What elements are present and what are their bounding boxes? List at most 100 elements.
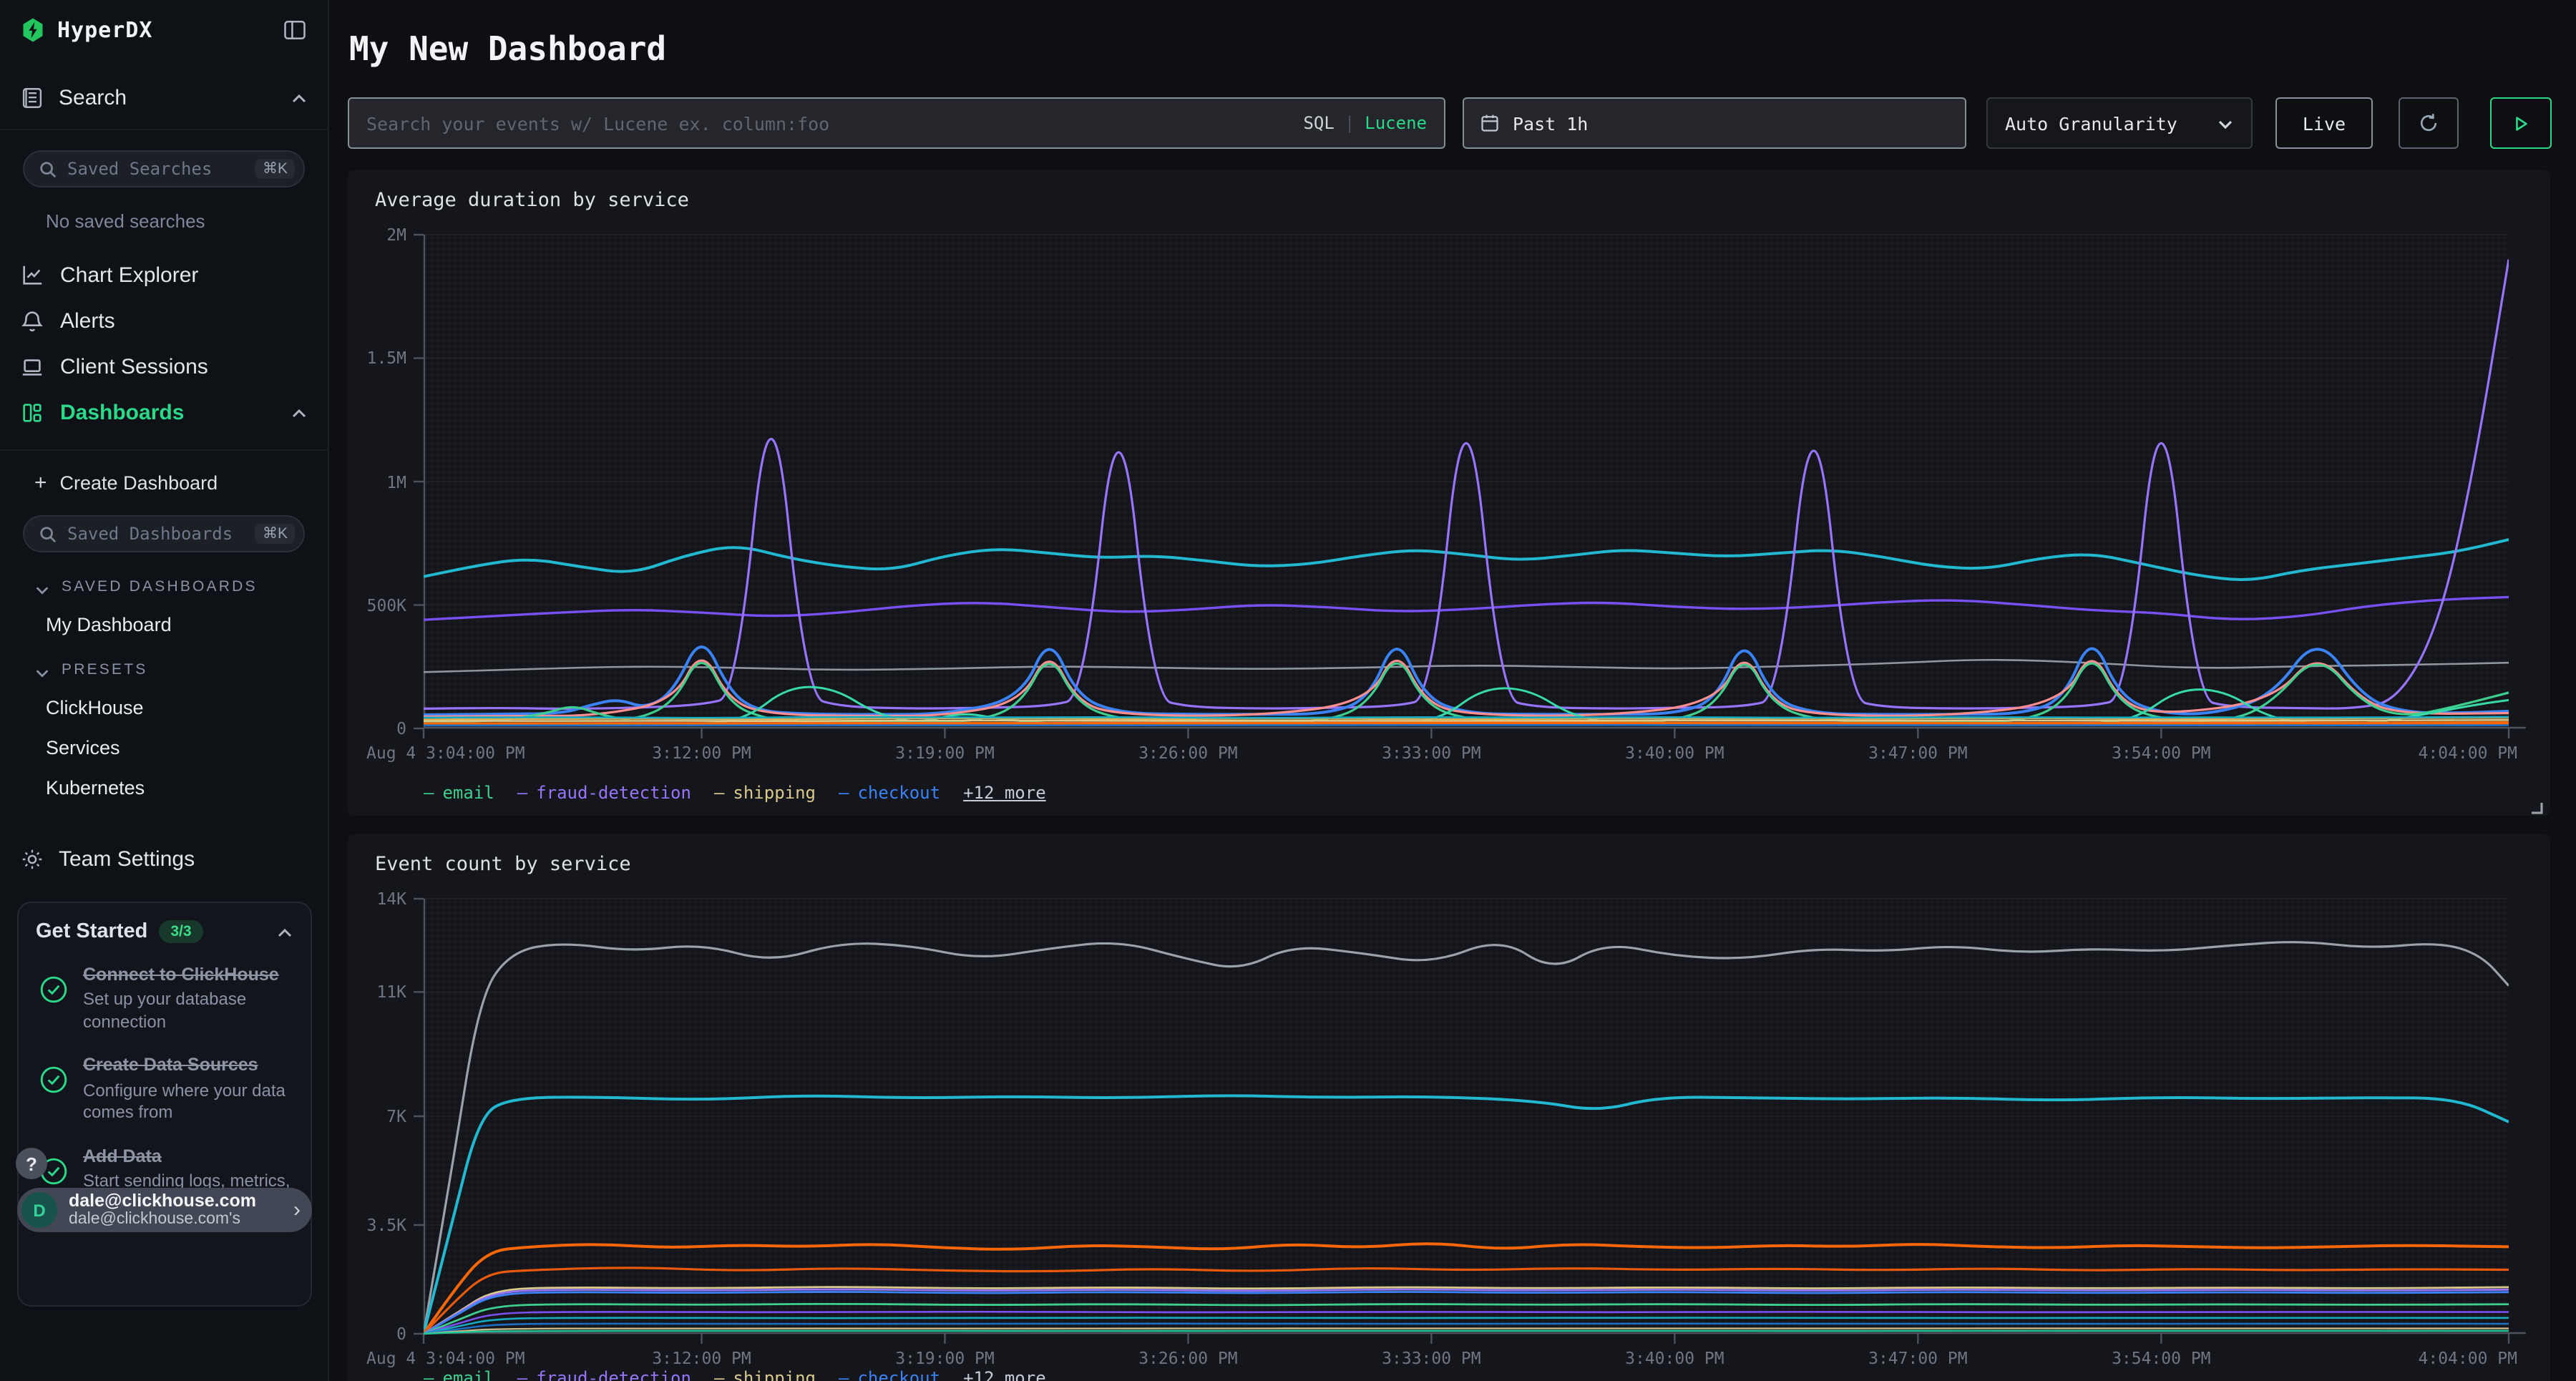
chevron-up-icon[interactable] [276, 923, 293, 940]
chart-plot-area[interactable] [424, 235, 2509, 728]
chevron-down-icon [34, 579, 50, 595]
x-axis-tick-label: 3:19:00 PM [895, 743, 995, 763]
section-label: SAVED DASHBOARDS [62, 578, 258, 595]
series-line-fraud-detection [424, 259, 2509, 710]
laptop-icon [20, 354, 44, 379]
y-axis-tick-label: 11K [376, 982, 406, 1002]
y-axis-tick-label: 14K [376, 889, 406, 909]
lucene-toggle[interactable]: Lucene [1365, 113, 1427, 133]
sidebar-collapse-icon[interactable] [282, 17, 308, 43]
legend-item-shipping: — shipping [714, 783, 816, 803]
chart-explorer-icon [20, 263, 44, 287]
create-dashboard-label: Create Dashboard [59, 472, 218, 494]
chart-canvas [414, 233, 2526, 738]
saved-dashboards-placeholder: Saved Dashboards [67, 524, 233, 544]
hyperdx-logo-icon [20, 17, 46, 43]
sidebar-item-clickhouse[interactable]: ClickHouse [46, 697, 144, 718]
x-axis-tick-label: 3:54:00 PM [2112, 1348, 2211, 1368]
run-query-button[interactable] [2490, 97, 2552, 149]
shortcut-badge: ⌘K [255, 158, 295, 180]
legend-swatch: — [424, 783, 434, 803]
chevron-up-icon[interactable] [291, 404, 308, 421]
sidebar-item-dashboards[interactable]: Dashboards [0, 389, 328, 435]
legend-label: checkout [857, 783, 941, 803]
series-line-more-teal2 [424, 1329, 2509, 1335]
saved-searches-input[interactable]: Saved Searches ⌘K [23, 150, 305, 187]
user-menu[interactable]: D dale@clickhouse.com dale@clickhouse.co… [17, 1188, 312, 1232]
create-dashboard-button[interactable]: + Create Dashboard [34, 471, 328, 495]
chart-panel-average-duration: Average duration by service 2M 1.5M 1M 500K… [348, 170, 2550, 816]
sidebar-item-chart-explorer[interactable]: Chart Explorer [0, 252, 328, 298]
granularity-select[interactable]: Auto Granularity [1986, 97, 2253, 149]
time-range-picker[interactable]: Past 1h [1463, 97, 1966, 149]
plus-icon: + [34, 471, 47, 495]
x-axis-tick-label: 3:47:00 PM [1868, 743, 1968, 763]
legend-item-email: — email [424, 783, 494, 803]
sidebar-item-alerts[interactable]: Alerts [0, 298, 328, 343]
legend-item-shipping: — shipping [714, 1368, 816, 1381]
legend-more-link[interactable]: +12 more [963, 783, 1046, 803]
event-search-placeholder: Search your events w/ Lucene ex. column:… [366, 112, 830, 134]
saved-dashboards-input[interactable]: Saved Dashboards ⌘K [23, 515, 305, 552]
logo-text: HyperDX [57, 17, 153, 43]
legend-more-link[interactable]: +12 more [963, 1368, 1046, 1381]
y-axis-tick-label: 1.5M [366, 348, 406, 369]
sidebar-item-kubernetes[interactable]: Kubernetes [46, 777, 145, 799]
series-line-more-cyan [424, 1094, 2509, 1334]
team-settings-label: Team Settings [59, 846, 195, 871]
series-line-more-orange2 [424, 1267, 2509, 1335]
legend-label: fraud-detection [536, 1368, 691, 1381]
series-line-shipping [424, 1286, 2509, 1335]
chevron-down-icon [34, 662, 50, 678]
sidebar-item-client-sessions[interactable]: Client Sessions [0, 343, 328, 389]
chart-plot-area[interactable] [424, 899, 2509, 1334]
chevron-up-icon[interactable] [291, 89, 308, 106]
x-axis-tick-label: 3:47:00 PM [1868, 1348, 1968, 1368]
granularity-value: Auto Granularity [2005, 112, 2177, 134]
dashboards-icon [20, 400, 44, 424]
x-axis-tick-label: 3:54:00 PM [2112, 743, 2211, 763]
legend-swatch: — [424, 1368, 434, 1381]
series-line-fraud-detection [424, 1288, 2509, 1335]
live-button[interactable]: Live [2275, 97, 2373, 149]
series-line-more-teal [424, 685, 2509, 726]
sidebar-item-my-dashboard[interactable]: My Dashboard [46, 614, 172, 635]
sidebar-item-search[interactable]: Search [0, 80, 328, 114]
get-started-header[interactable]: Get Started 3/3 [36, 920, 293, 943]
legend-label: checkout [857, 1368, 941, 1381]
legend-item-checkout: — checkout [839, 783, 940, 803]
series-line-more-violet [424, 595, 2509, 621]
help-button[interactable]: ? [16, 1148, 47, 1179]
x-axis-tick-label: 3:33:00 PM [1382, 743, 1481, 763]
event-search-input[interactable]: Search your events w/ Lucene ex. column:… [348, 97, 1445, 149]
time-range-value: Past 1h [1513, 112, 1589, 134]
legend-label: email [442, 783, 494, 803]
check-circle-icon [39, 1065, 69, 1095]
sidebar-item-services[interactable]: Services [46, 737, 120, 758]
play-icon [2516, 116, 2527, 130]
get-started-item-connect[interactable]: Connect to ClickHouse Set up your databa… [36, 963, 293, 1034]
series-line-more-violet2 [424, 1310, 2509, 1335]
calendar-icon [1480, 113, 1500, 133]
refresh-button[interactable] [2399, 97, 2459, 149]
sql-toggle[interactable]: SQL [1303, 113, 1335, 133]
gear-icon [20, 846, 44, 871]
saved-dashboards-section-header[interactable]: SAVED DASHBOARDS [34, 578, 328, 595]
bell-icon [20, 308, 44, 333]
series-line-checkout [424, 645, 2509, 717]
y-axis-tick-label: 0 [396, 1324, 406, 1344]
panel-resize-handle[interactable] [2529, 796, 2543, 814]
presets-section-header[interactable]: PRESETS [34, 661, 328, 678]
sidebar-item-team-settings[interactable]: Team Settings [0, 841, 328, 876]
x-axis-tick-label: 3:12:00 PM [652, 1348, 751, 1368]
sidebar-item-label: Client Sessions [60, 354, 208, 379]
x-axis-tick-label: 4:04:00 PM [2418, 1348, 2518, 1368]
legend-item-email: — email [424, 1368, 494, 1381]
y-axis-tick-label: 1M [386, 472, 406, 492]
legend-item-fraud-detection: — fraud-detection [517, 1368, 691, 1381]
chart-canvas [414, 897, 2526, 1344]
series-line-more-orange [424, 1242, 2509, 1335]
shortcut-badge: ⌘K [255, 523, 295, 545]
get-started-item-sources[interactable]: Create Data Sources Configure where your… [36, 1054, 293, 1125]
y-axis-tick-label: 7K [386, 1106, 406, 1126]
